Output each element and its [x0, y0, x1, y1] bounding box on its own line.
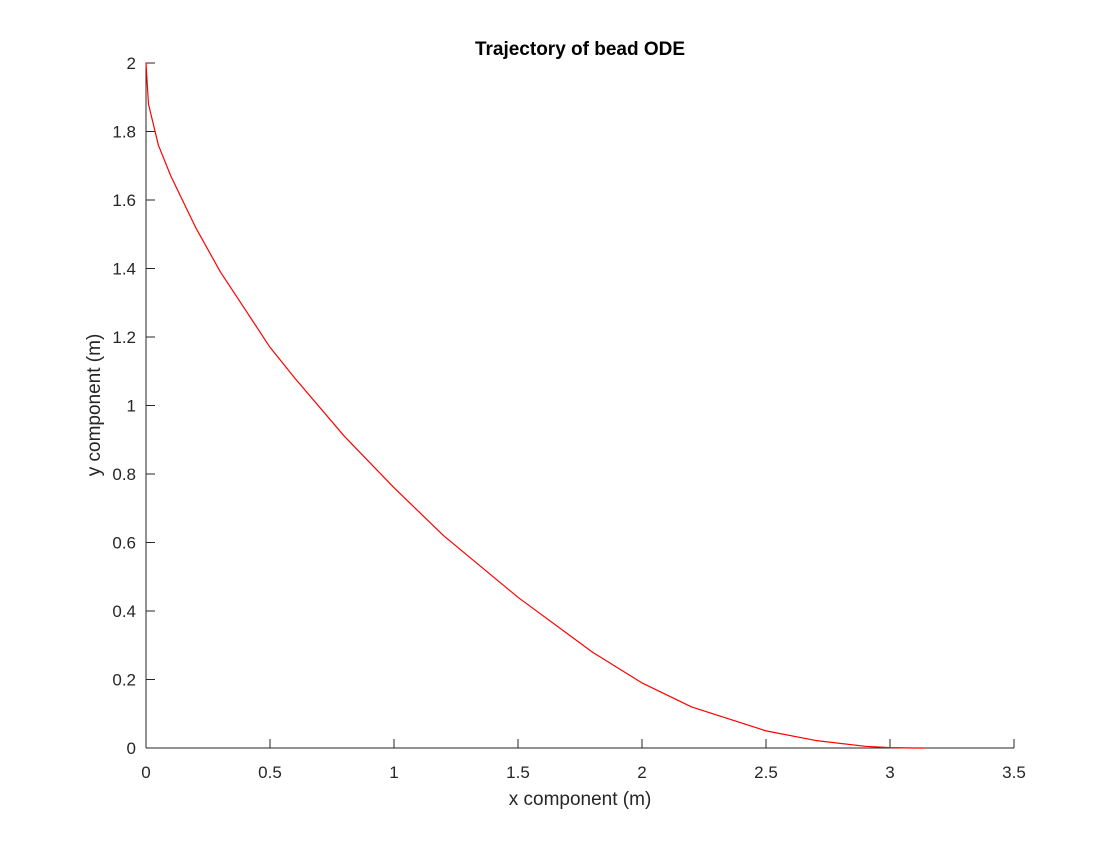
plot-area: [146, 63, 1014, 748]
x-tick-label: 0: [141, 763, 150, 782]
y-axis-label: y component (m): [84, 334, 105, 477]
x-tick-label: 0.5: [258, 763, 282, 782]
y-tick-label: 0.8: [112, 465, 136, 484]
x-tick-label: 3: [885, 763, 894, 782]
x-tick-label: 2: [637, 763, 646, 782]
y-tick-label: 0.4: [112, 602, 136, 621]
series-group: [145, 62, 926, 749]
y-tick-label: 2: [127, 54, 136, 73]
x-axis-label: x component (m): [509, 789, 652, 810]
trajectory-line-0: [145, 62, 926, 749]
y-tick-label: 1: [127, 397, 136, 416]
axes: 0 0.5 1 1.5 2 2.5 3 3.5 0 0.2 0.4 0.6 0.8 1 1.2 1.4 1.6 1…: [112, 54, 1025, 782]
x-tick-label: 2.5: [754, 763, 778, 782]
y-tick-label: 1.6: [112, 191, 136, 210]
y-tick-label: 1.8: [112, 123, 136, 142]
x-tick-label: 1.5: [506, 763, 530, 782]
x-tick-label: 3.5: [1002, 763, 1026, 782]
y-tick-label: 0.2: [112, 671, 136, 690]
y-tick-label: 1.2: [112, 328, 136, 347]
y-tick-label: 0.6: [112, 534, 136, 553]
x-tick-label: 1: [389, 763, 398, 782]
chart-title: Trajectory of bead ODE: [475, 39, 685, 60]
y-tick-label: 0: [127, 739, 136, 758]
y-tick-label: 1.4: [112, 260, 136, 279]
